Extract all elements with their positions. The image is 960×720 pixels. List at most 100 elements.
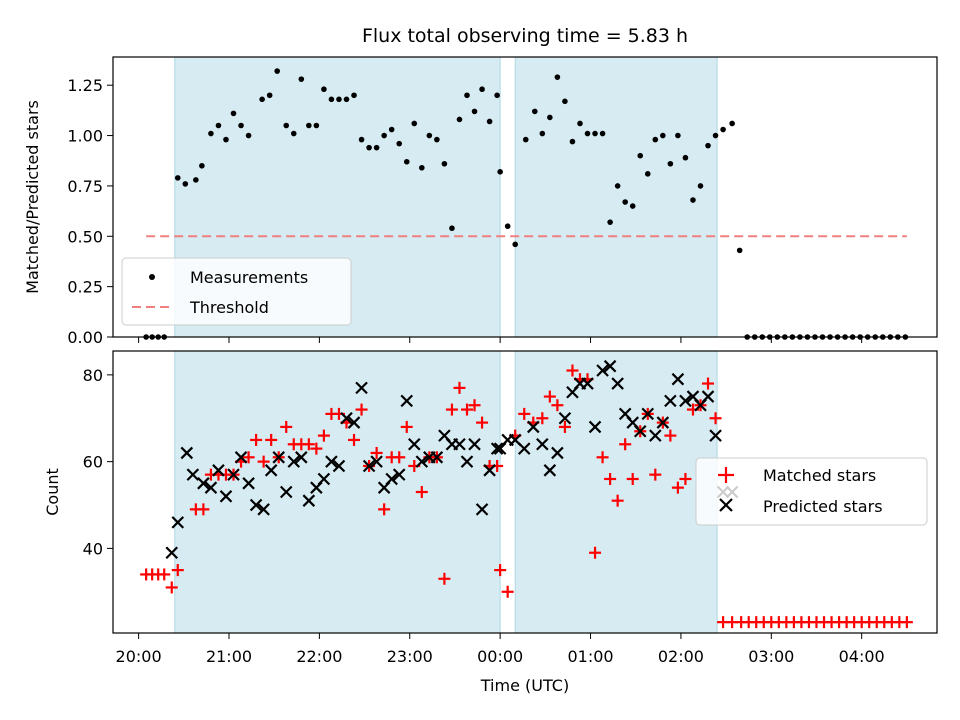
- matched-star-point: [596, 451, 609, 464]
- measurement-point: [622, 199, 628, 205]
- measurement-point: [441, 160, 448, 167]
- legend-label-measurements: Measurements: [190, 268, 308, 287]
- predicted-stars-series: [165, 359, 739, 560]
- predicted-star-point: [317, 472, 331, 486]
- measurement-point: [182, 181, 189, 187]
- measurement-point: [373, 144, 380, 151]
- measurement-point: [729, 120, 735, 127]
- x-tick-label: 03:00: [748, 647, 794, 666]
- predicted-star-point: [649, 429, 662, 442]
- measurement-point: [351, 92, 357, 99]
- top-y-tick-label: 0.25: [67, 278, 103, 297]
- predicted-star-point: [611, 377, 624, 390]
- measurement-point: [193, 177, 199, 183]
- measurement-point: [290, 130, 297, 137]
- x-tick-label: 23:00: [387, 647, 433, 666]
- measurement-point: [313, 122, 320, 129]
- matched-star-point: [317, 429, 330, 442]
- predicted-star-point: [517, 442, 531, 455]
- predicted-star-point: [551, 446, 564, 460]
- measurement-point: [199, 162, 205, 169]
- predicted-star-point: [603, 359, 617, 373]
- matched-star-point: [400, 420, 413, 433]
- measurement-point: [298, 76, 305, 82]
- predicted-star-point: [295, 451, 308, 464]
- measurement-point: [577, 120, 583, 127]
- measurement-point: [629, 203, 636, 209]
- bottom-y-tick-label: 80: [83, 366, 103, 385]
- matched-star-point: [158, 568, 171, 581]
- predicted-star-point: [302, 494, 316, 507]
- top-y-tick-label: 0.00: [67, 328, 103, 347]
- measurement-point: [637, 152, 644, 159]
- matched-star-point: [551, 399, 564, 412]
- top-y-tick-label: 0.75: [67, 177, 103, 196]
- matched-star-point: [171, 564, 184, 577]
- predicted-star-point: [385, 472, 398, 486]
- x-tick-label: 02:00: [658, 647, 704, 666]
- measurement-point: [607, 219, 613, 225]
- predicted-star-point: [641, 407, 655, 421]
- predicted-star-point: [581, 377, 594, 390]
- predicted-star-point: [588, 420, 602, 434]
- predicted-star-point: [279, 485, 293, 499]
- matched-star-point: [536, 412, 549, 425]
- measurement-point: [306, 122, 312, 129]
- predicted-star-point: [633, 424, 647, 438]
- measurement-point: [426, 132, 433, 139]
- predicted-star-point: [671, 372, 685, 386]
- measurement-point: [736, 247, 743, 254]
- measurement-point: [667, 160, 674, 167]
- predicted-star-point: [272, 451, 285, 464]
- measurement-point: [215, 122, 222, 129]
- measurement-point: [223, 136, 229, 143]
- bottom-y-tick-label: 40: [83, 539, 103, 558]
- measurement-point: [174, 175, 181, 181]
- matched-star-point: [501, 585, 514, 598]
- shaded-interval-2: [515, 57, 718, 337]
- x-tick-label: 20:00: [116, 647, 162, 666]
- predicted-star-point: [227, 468, 240, 481]
- predicted-star-point: [370, 455, 383, 468]
- matched-star-point: [280, 420, 293, 433]
- predicted-star-point: [186, 468, 200, 481]
- legend-label-matched: Matched stars: [763, 466, 876, 485]
- matched-star-point: [679, 472, 692, 485]
- shaded-interval-1: [174, 351, 501, 633]
- top-axes: 0.00 0.25 0.50 0.75 1.00 1.25 Matched/Predict…: [23, 56, 938, 347]
- bottom-legend: Matched stars Predicted stars: [695, 457, 928, 526]
- predicted-star-point: [664, 394, 677, 408]
- measurement-point: [321, 86, 327, 93]
- measurement-point: [283, 122, 290, 129]
- measurement-point: [652, 136, 659, 143]
- top-y-ticks: 0.00 0.25 0.50 0.75 1.00 1.25: [67, 76, 113, 347]
- top-y-axis-label: Matched/Predicted stars: [23, 100, 42, 294]
- matched-star-point: [494, 564, 507, 577]
- predicted-star-point: [408, 437, 421, 451]
- predicted-star-point: [171, 516, 185, 529]
- matched-star-point: [355, 403, 368, 416]
- x-tick-label: 21:00: [206, 647, 252, 666]
- matched-star-point: [265, 433, 278, 446]
- predicted-star-point: [679, 394, 692, 408]
- measurement-point: [266, 92, 273, 99]
- shaded-interval-2: [515, 351, 718, 633]
- matched-star-point: [378, 503, 391, 516]
- measurement-point: [599, 130, 606, 137]
- matched-star-point: [543, 390, 556, 403]
- measurement-point: [697, 183, 704, 189]
- measurement-point: [531, 108, 538, 115]
- predicted-star-point: [287, 455, 301, 468]
- predicted-star-point: [656, 416, 670, 429]
- measurement-point: [504, 223, 511, 230]
- chart-title: Flux total observing time = 5.83 h: [362, 25, 688, 47]
- predicted-star-point: [180, 446, 194, 460]
- top-legend-box: [121, 257, 352, 326]
- measurement-point: [245, 132, 252, 139]
- x-tick-label: 04:00: [839, 647, 885, 666]
- matched-star-point: [468, 399, 481, 412]
- measurement-point: [712, 132, 719, 139]
- measurement-point: [494, 92, 500, 99]
- measurement-point: [274, 68, 280, 74]
